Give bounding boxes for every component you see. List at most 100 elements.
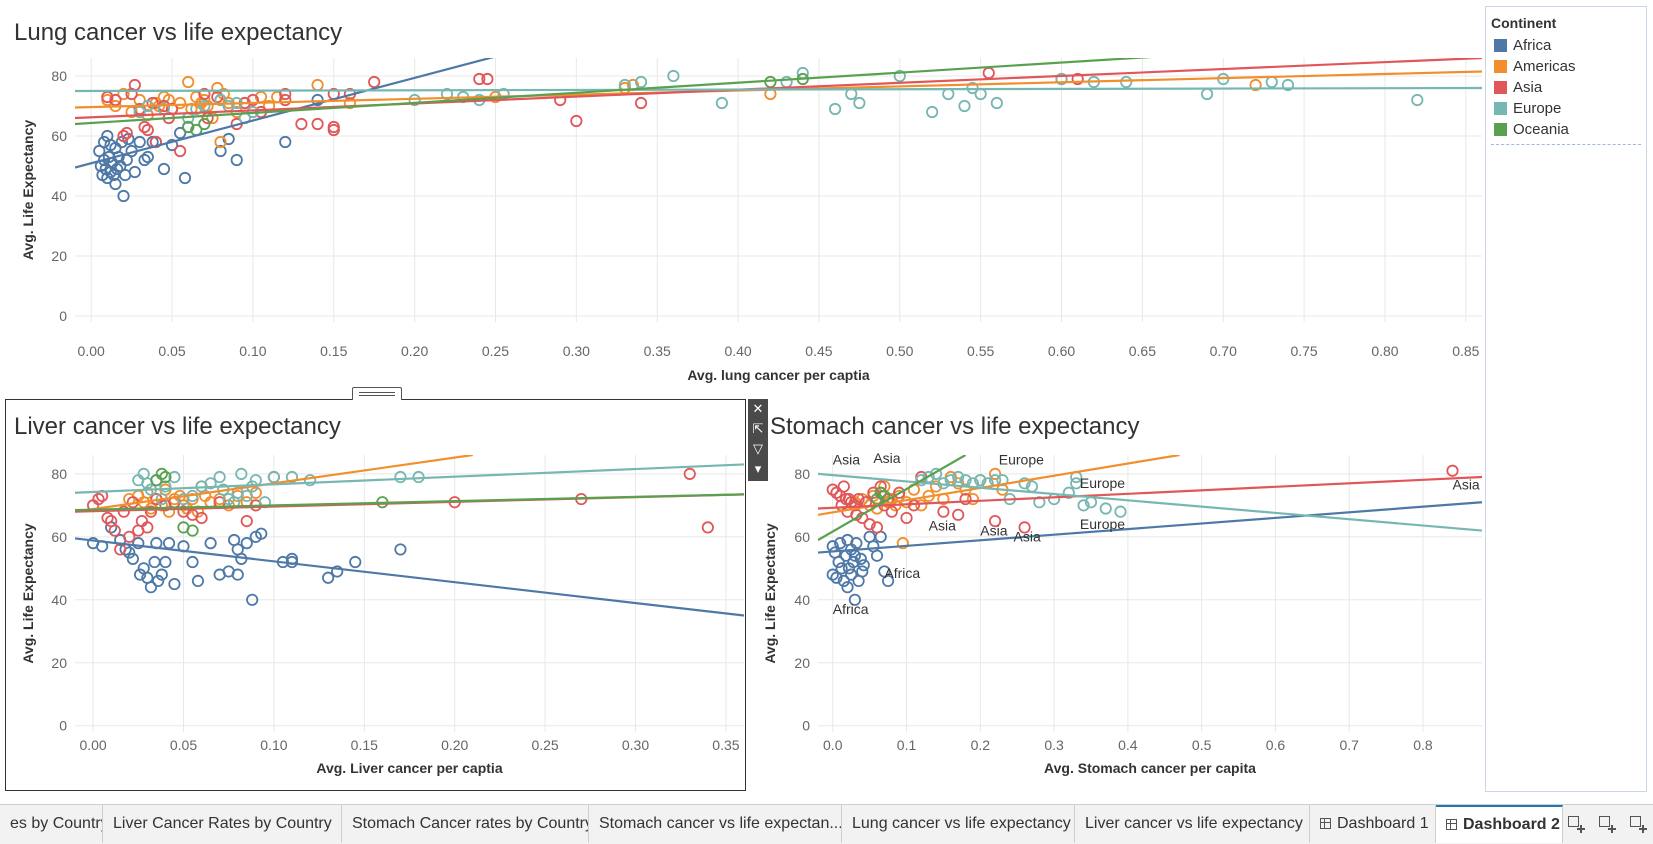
point-africa	[93, 144, 106, 158]
x-tick-label: 0.20	[441, 737, 468, 753]
point-africa	[133, 135, 146, 149]
point-africa	[835, 562, 848, 575]
point-africa	[322, 571, 335, 584]
point-africa	[110, 162, 124, 176]
x-tick-label: 0.30	[563, 343, 590, 359]
mark-label: Asia	[980, 522, 1007, 538]
point-europe	[1070, 477, 1083, 490]
new-story-icon[interactable]	[1628, 814, 1648, 834]
y-tick-label: 60	[51, 128, 67, 144]
legend-item-oceania[interactable]: Oceania	[1494, 119, 1646, 140]
tab-liver-vs-life[interactable]: Liver cancer vs life expectancy	[1075, 805, 1310, 843]
point-europe	[1114, 505, 1127, 518]
legend-item-africa[interactable]: Africa	[1494, 35, 1646, 56]
point-africa	[138, 153, 151, 167]
new-dashboard-icon[interactable]	[1597, 814, 1617, 834]
point-americas	[211, 81, 224, 95]
x-tick-label: 0.05	[158, 343, 185, 359]
point-asia	[240, 515, 253, 528]
x-tick-label: 0.3	[1044, 737, 1064, 753]
legend-swatch	[1494, 81, 1507, 94]
y-tick-label: 60	[794, 529, 810, 545]
point-europe	[204, 477, 217, 490]
point-africa	[98, 135, 111, 149]
point-asia	[141, 123, 154, 137]
tab-stomach-vs-life[interactable]: Stomach cancer vs life expectan...	[589, 805, 842, 843]
point-asia	[826, 483, 839, 496]
point-europe	[1265, 75, 1278, 89]
y-tick-label: 40	[51, 188, 67, 204]
x-tick-label: 0.80	[1371, 343, 1398, 359]
point-europe	[1062, 486, 1075, 499]
point-oceania	[874, 486, 887, 499]
legend-item-americas[interactable]: Americas	[1494, 56, 1646, 77]
point-africa	[830, 571, 843, 584]
legend-item-asia[interactable]: Asia	[1494, 77, 1646, 98]
point-asia	[683, 467, 696, 480]
point-europe	[1055, 72, 1068, 86]
mark-label: Asia	[1014, 529, 1041, 545]
x-tick-label: 0.15	[320, 343, 347, 359]
point-europe	[952, 470, 965, 484]
point-europe	[634, 75, 648, 89]
point-oceania	[186, 524, 199, 537]
tab-stomach-cancer-rates[interactable]: Stomach Cancer rates by Country	[342, 805, 589, 843]
point-africa	[311, 93, 324, 107]
zone-drag-handle[interactable]	[352, 387, 402, 400]
filter-icon[interactable]: ▽	[753, 441, 763, 456]
dashboard-icon	[1320, 818, 1331, 829]
point-asia	[138, 120, 151, 134]
point-africa	[107, 168, 120, 182]
point-oceania	[182, 120, 195, 134]
point-africa	[126, 552, 139, 565]
point-africa	[279, 135, 292, 149]
point-europe	[853, 96, 866, 110]
legend-label: Americas	[1513, 58, 1576, 75]
point-americas	[214, 135, 227, 149]
legend-swatch	[1494, 60, 1507, 73]
tab-cancer-rates-by-country[interactable]: es by Country	[0, 805, 103, 843]
legend-swatch	[1494, 102, 1507, 115]
tab-lung-vs-life[interactable]: Lung cancer vs life expectancy	[842, 805, 1075, 843]
popout-icon[interactable]: ⇱	[752, 421, 764, 436]
new-worksheet-icon[interactable]	[1566, 814, 1586, 834]
point-africa	[132, 537, 145, 550]
x-tick-label: 0.70	[1210, 343, 1237, 359]
plot-area	[75, 455, 744, 617]
point-europe	[303, 474, 317, 487]
y-tick-label: 80	[794, 466, 810, 482]
point-asia	[863, 518, 876, 531]
point-europe	[1411, 93, 1424, 107]
legend-item-europe[interactable]: Europe	[1494, 98, 1646, 119]
x-tick-label: 0.40	[724, 343, 751, 359]
tab-dashboard-1[interactable]: Dashboard 1	[1310, 805, 1436, 843]
y-tick-label: 20	[51, 655, 67, 671]
point-asia	[120, 126, 133, 140]
point-americas	[149, 96, 162, 110]
point-africa	[349, 555, 362, 569]
point-europe	[235, 467, 248, 480]
x-tick-label: 0.30	[622, 737, 649, 753]
point-asia	[109, 93, 122, 107]
more-options-icon[interactable]: ▾	[754, 461, 762, 476]
point-asia	[481, 72, 494, 86]
point-asia	[701, 521, 714, 534]
point-africa	[255, 527, 268, 540]
point-europe	[214, 93, 227, 107]
point-asia	[1071, 72, 1084, 86]
point-europe	[285, 470, 299, 484]
legend-label: Asia	[1513, 79, 1543, 96]
point-asia	[952, 508, 965, 521]
tab-dashboard-2[interactable]: Dashboard 2	[1436, 805, 1563, 843]
point-asia	[101, 511, 114, 525]
point-africa	[832, 555, 845, 569]
x-tick-label: 0.10	[239, 343, 266, 359]
point-americas	[201, 99, 214, 113]
y-tick-label: 20	[51, 248, 67, 264]
point-asia	[279, 87, 292, 101]
point-europe	[942, 87, 955, 101]
x-axis-label: Avg. Liver cancer per captia	[316, 760, 502, 776]
point-asia	[867, 486, 880, 499]
tab-liver-cancer-rates[interactable]: Liver Cancer Rates by Country	[103, 805, 342, 843]
close-icon[interactable]: ✕	[752, 401, 764, 416]
